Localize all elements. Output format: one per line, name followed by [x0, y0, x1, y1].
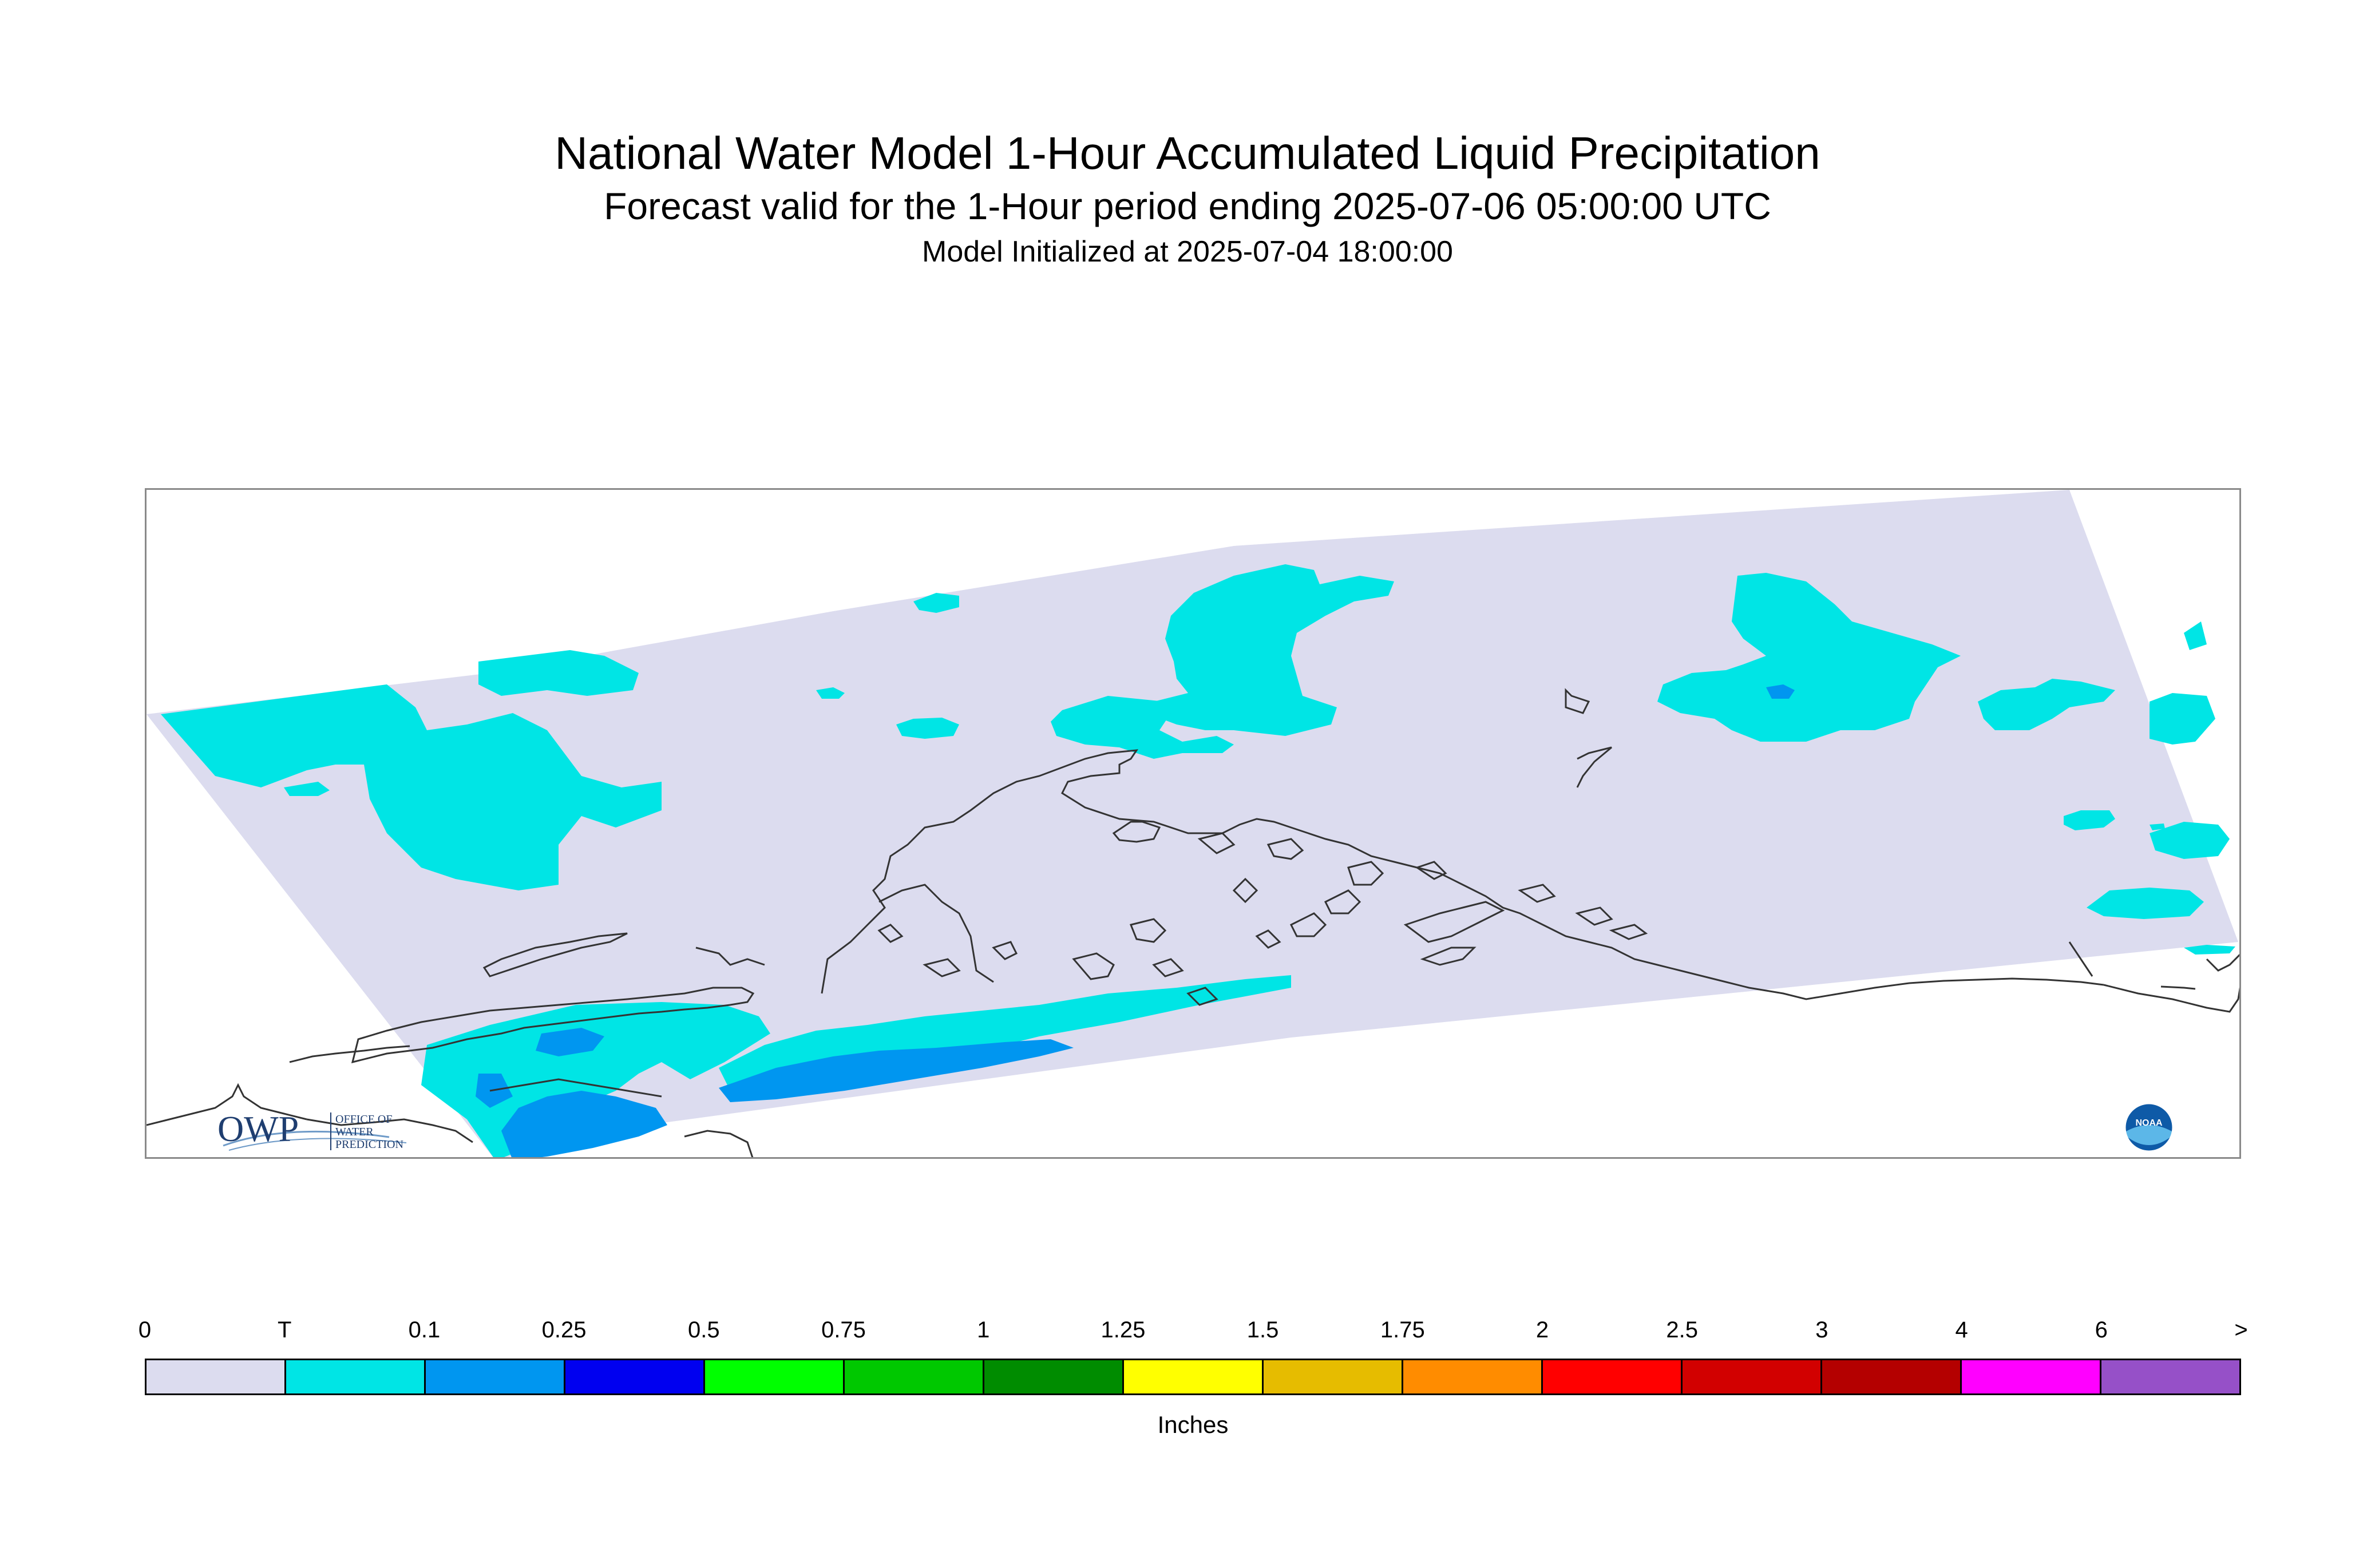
legend-tick-label: 0.5 — [687, 1317, 720, 1343]
legend-tick-label: 0.75 — [821, 1317, 866, 1343]
legend-swatch — [147, 1360, 286, 1393]
legend-tick-label: 0.1 — [408, 1317, 441, 1343]
legend-swatch — [565, 1360, 705, 1393]
legend-tick-label: 2 — [1535, 1317, 1549, 1343]
light-precip-areas — [476, 684, 1795, 1157]
owp-logo: OWP OFFICE OF WATER PREDICTION — [217, 1106, 435, 1157]
legend-tick-label: T — [277, 1317, 292, 1343]
legend-tick-label: 1.75 — [1380, 1317, 1425, 1343]
noaa-logo-graphic: NOAA — [2124, 1102, 2174, 1153]
legend-tick-label: 6 — [2095, 1317, 2108, 1343]
legend-swatch — [984, 1360, 1124, 1393]
owp-text-2: WATER — [335, 1126, 374, 1138]
legend-tick-label: 2.5 — [1666, 1317, 1698, 1343]
forecast-valid-subtitle: Forecast valid for the 1-Hour period end… — [604, 185, 1771, 227]
legend-units-label: Inches — [1157, 1411, 1229, 1438]
legend-swatch — [286, 1360, 426, 1393]
legend-swatch — [1264, 1360, 1403, 1393]
color-legend: 0 T 0.1 0.25 0.5 0.75 1 1.25 1.5 1.75 2 2.5 3 4 6 > Inc… — [138, 1316, 2248, 1442]
legend-tick-label: 0 — [138, 1317, 152, 1343]
legend-swatch — [2101, 1360, 2239, 1393]
precipitation-map[interactable] — [145, 488, 2241, 1159]
legend-tick-label: > — [2234, 1317, 2248, 1343]
legend-tick-label: 0.25 — [541, 1317, 587, 1343]
legend-swatch — [1683, 1360, 1822, 1393]
legend-swatch — [1962, 1360, 2101, 1393]
legend-color-bar — [145, 1359, 2241, 1395]
legend-swatch — [1403, 1360, 1543, 1393]
trace-precip-areas — [161, 564, 2235, 1157]
coastlines — [147, 688, 2239, 1157]
model-domain — [147, 490, 2238, 1157]
legend-swatch — [845, 1360, 984, 1393]
owp-logo-graphic: OWP OFFICE OF WATER PREDICTION — [217, 1108, 407, 1151]
legend-tick-label: 1.25 — [1101, 1317, 1146, 1343]
noaa-logo: NOAA — [2123, 1102, 2175, 1153]
legend-swatch — [426, 1360, 565, 1393]
owp-text-3: PREDICTION — [335, 1138, 403, 1151]
legend-tick-label: 3 — [1815, 1317, 1828, 1343]
noaa-mark: NOAA — [2135, 1118, 2163, 1128]
legend-swatch — [705, 1360, 845, 1393]
legend-swatch — [1822, 1360, 1962, 1393]
legend-swatch — [1543, 1360, 1683, 1393]
legend-tick-label: 1 — [977, 1317, 990, 1343]
model-initialized-line: Model Initialized at 2025-07-04 18:00:00 — [922, 235, 1453, 268]
legend-tick-label: 4 — [1955, 1317, 1968, 1343]
map-canvas — [147, 490, 2239, 1157]
legend-swatch — [1124, 1360, 1264, 1393]
map-title: National Water Model 1-Hour Accumulated … — [555, 128, 1820, 179]
owp-mark: OWP — [217, 1108, 299, 1149]
owp-text-1: OFFICE OF — [335, 1113, 392, 1126]
legend-tick-label: 1.5 — [1246, 1317, 1279, 1343]
